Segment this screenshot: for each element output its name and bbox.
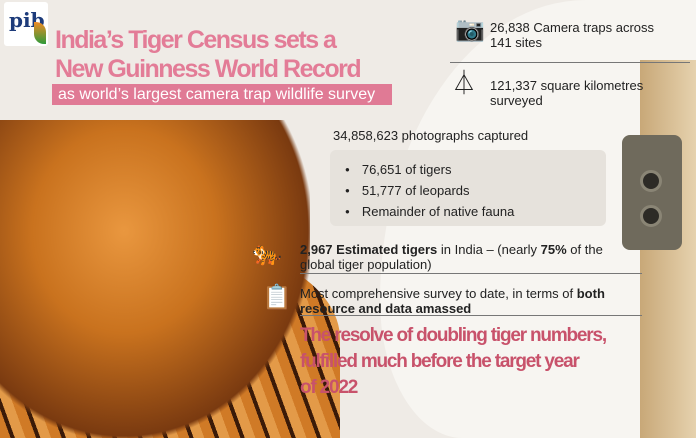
camera-trap-icon: 📷 [455, 16, 485, 43]
subtitle-banner: as world’s largest camera trap wildlife … [52, 84, 392, 105]
camera-traps-stat: 26,838 Camera traps across 141 sites [490, 20, 655, 50]
clipboard-checklist-icon: 📋 [262, 284, 292, 311]
photos-item: 51,777 of leopards [345, 183, 470, 198]
tripod-icon: ⏃ [452, 70, 476, 97]
divider [300, 315, 642, 316]
area-stat: 121,337 square kilometres surveyed [490, 78, 644, 108]
survey-stat: Most comprehensive survey to date, in te… [300, 286, 605, 316]
footer-line-3: of 2022 [300, 377, 358, 398]
tiger-head-image [0, 120, 310, 438]
tiger-icon: 🐅 [252, 240, 282, 267]
divider [300, 273, 642, 274]
tigers-stat: 2,967 Estimated tigers in India – (nearl… [300, 242, 603, 272]
divider [450, 62, 690, 63]
footer-line-1: The resolve of doubling tiger numbers, [300, 325, 607, 346]
camera-trap-image [622, 135, 682, 250]
footer-line-2: fulfilled much before the target year [300, 351, 580, 372]
title-line-2: New Guinness World Record [55, 55, 362, 83]
photos-item: 76,651 of tigers [345, 162, 452, 177]
photos-heading: 34,858,623 photographs captured [333, 128, 529, 143]
title-line-1: India’s Tiger Census sets a [55, 26, 337, 54]
pib-logo[interactable]: pib [4, 2, 48, 46]
photos-item: Remainder of native fauna [345, 204, 514, 219]
